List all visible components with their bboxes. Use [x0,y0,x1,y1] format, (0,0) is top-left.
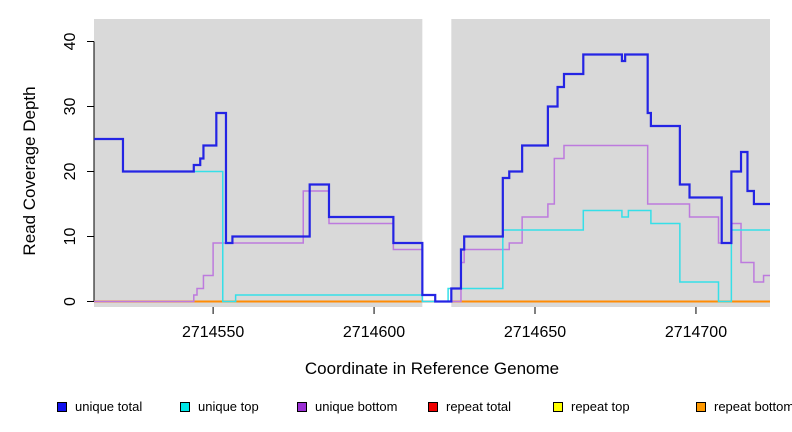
x-tick-label: 2714700 [665,324,727,341]
legend-swatch [553,402,563,412]
y-tick-label: 0 [62,297,79,306]
legend-label: repeat bottom [714,399,792,414]
legend-item-unique-bottom: unique bottom [297,400,397,414]
legend-item-repeat-top: repeat top [553,400,630,414]
coverage-gap-band [422,19,452,307]
legend-swatch [428,402,438,412]
y-tick-label: 10 [62,228,79,246]
x-tick-label: 2714600 [343,324,405,341]
legend-label: unique bottom [315,399,398,414]
legend-item-repeat-total: repeat total [428,400,511,414]
legend-item-unique-total: unique total [57,400,142,414]
legend-swatch [297,402,307,412]
legend-label: repeat total [446,399,512,414]
legend-item-repeat-bottom: repeat bottom [696,400,792,414]
series-unique-total [94,53,770,303]
x-tick-label: 2714550 [182,324,244,341]
legend-label: unique top [198,399,259,414]
series-unique-top [94,138,770,303]
legend-swatch [696,402,706,412]
legend-item-unique-top: unique top [180,400,259,414]
x-axis-title: Coordinate in Reference Genome [304,359,560,378]
y-axis-title: Read Coverage Depth [20,86,39,256]
legend-swatch [57,402,67,412]
legend-swatch [180,402,190,412]
y-tick-label: 20 [62,163,79,181]
y-tick-label: 40 [62,33,79,51]
x-tick-label: 2714650 [504,324,566,341]
y-tick-label: 30 [62,98,79,116]
legend-label: repeat top [571,399,630,414]
legend-label: unique total [75,399,143,414]
